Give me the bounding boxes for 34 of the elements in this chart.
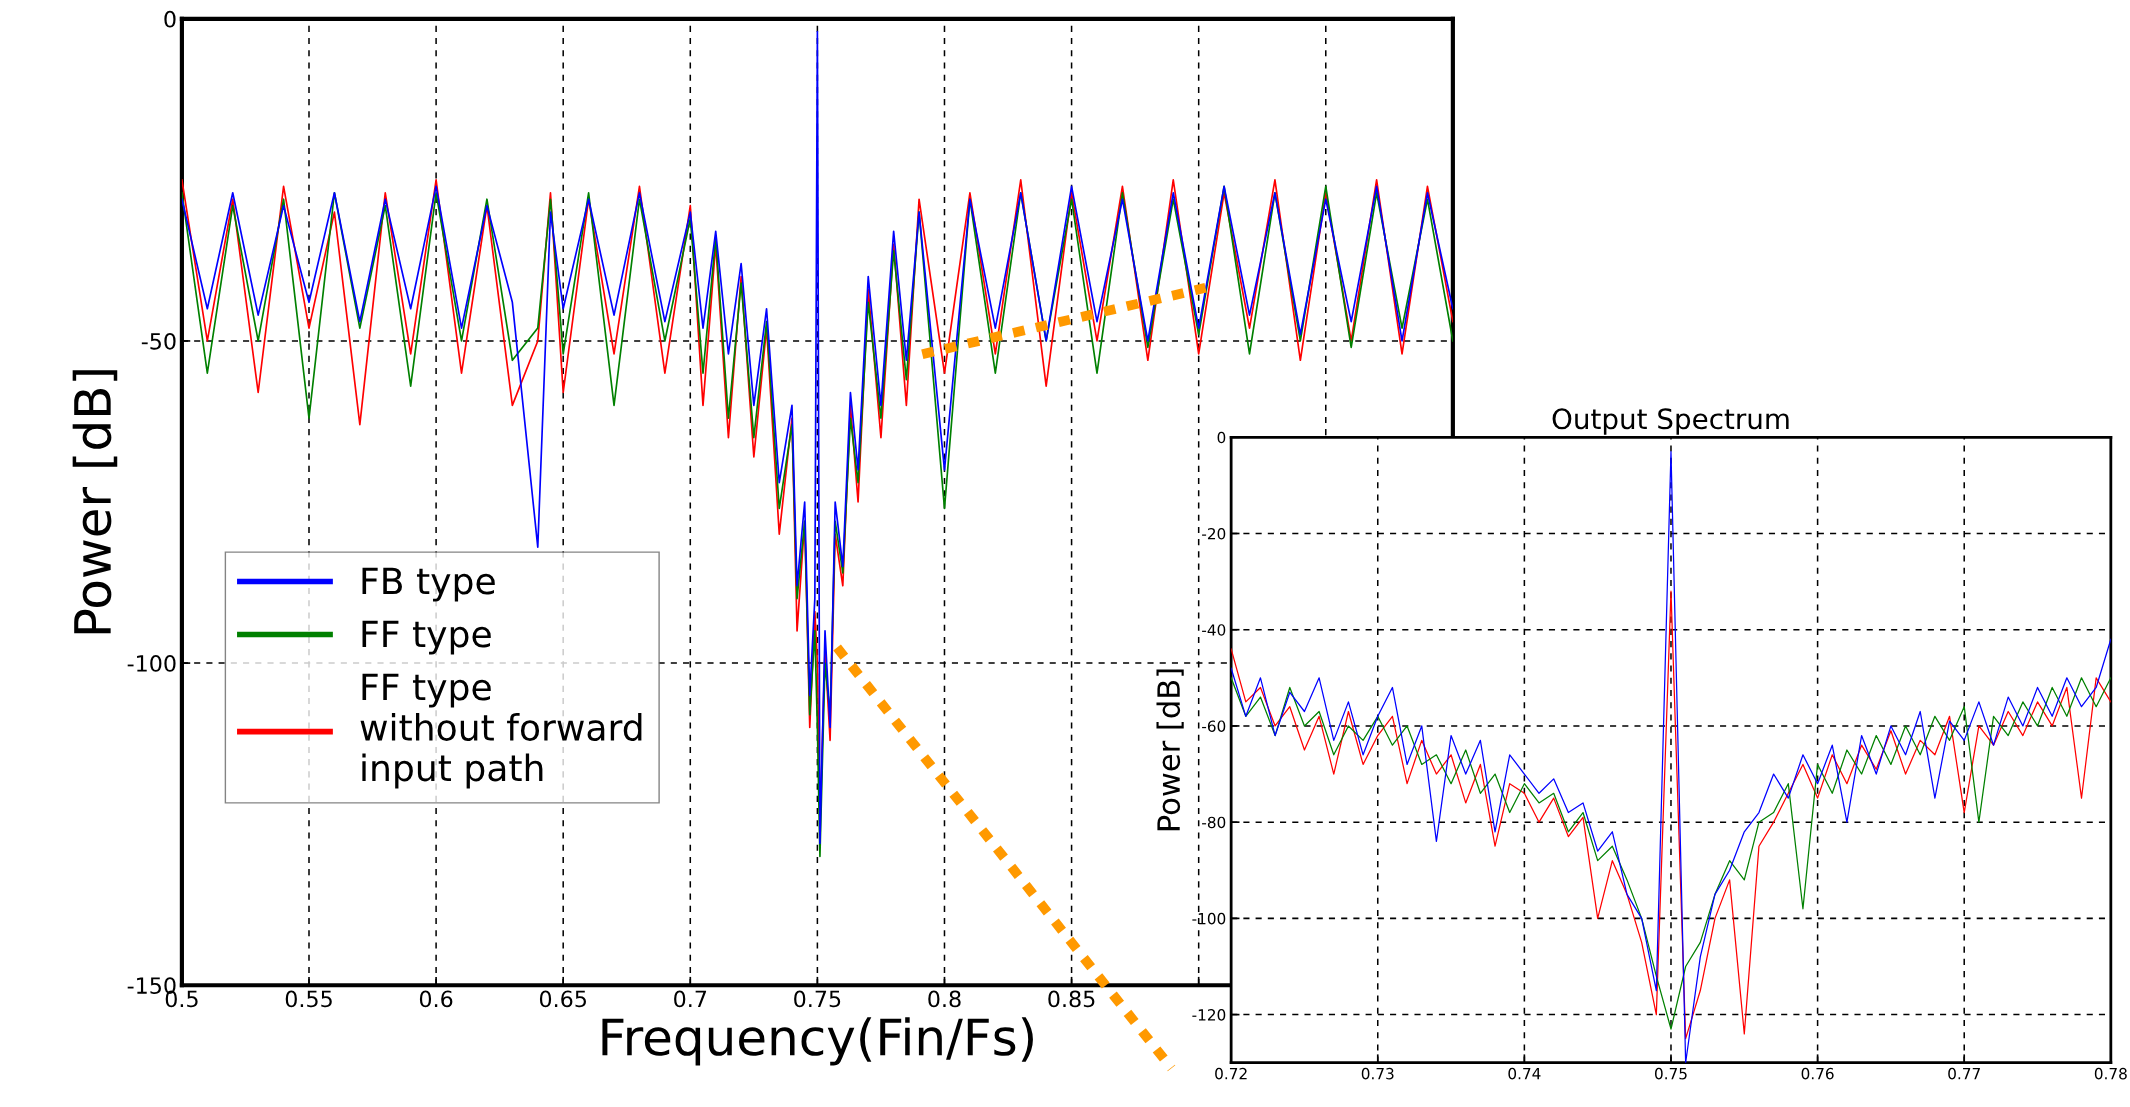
y-tick-label: 0 bbox=[1217, 431, 1226, 444]
y-tick-label: 0 bbox=[164, 10, 176, 28]
x-tick-label: 0.55 bbox=[285, 990, 332, 1008]
y-axis-title: Power [dB] bbox=[72, 370, 118, 634]
x-tick-label: 0.75 bbox=[1654, 1067, 1687, 1080]
line-series bbox=[1231, 590, 2111, 1040]
x-tick-label: 0.73 bbox=[1361, 1067, 1394, 1080]
y-tick-label: -100 bbox=[127, 655, 176, 672]
y-tick-label: -80 bbox=[1202, 816, 1226, 829]
line-series bbox=[1231, 677, 2111, 1030]
x-tick-label: 0.76 bbox=[1801, 1067, 1834, 1080]
chart-title: Output Spectrum bbox=[1552, 408, 1789, 435]
y-tick-label: -120 bbox=[1192, 1009, 1226, 1021]
x-tick-label: 0.65 bbox=[539, 990, 586, 1008]
x-tick-label: 0.72 bbox=[1215, 1067, 1247, 1080]
y-axis-title: Power [dB] bbox=[1156, 669, 1184, 831]
legend-label: FF type without forward input path bbox=[360, 673, 642, 789]
x-tick-label: 0.77 bbox=[1948, 1067, 1980, 1080]
line-series bbox=[181, 30, 1453, 845]
x-tick-label: 0.78 bbox=[2094, 1067, 2127, 1080]
x-tick-label: 0.74 bbox=[1508, 1067, 1541, 1080]
x-tick-label: 0.6 bbox=[419, 990, 453, 1008]
x-tick-label: 0.75 bbox=[794, 990, 841, 1008]
x-axis-title: Frequency(Fin/Fs) bbox=[602, 1017, 1033, 1066]
y-tick-label: -40 bbox=[1202, 624, 1226, 636]
y-tick-label: -60 bbox=[1202, 720, 1226, 732]
x-tick-label: 0.7 bbox=[674, 990, 707, 1008]
x-tick-label: 0.85 bbox=[1048, 990, 1095, 1008]
legend-label: FB type bbox=[362, 567, 495, 602]
y-tick-label: -100 bbox=[1192, 912, 1226, 925]
legend-label: FF type bbox=[362, 620, 491, 655]
y-tick-label: -20 bbox=[1202, 527, 1226, 540]
y-tick-label: -50 bbox=[141, 332, 176, 350]
x-tick-label: 0.8 bbox=[928, 990, 961, 1008]
